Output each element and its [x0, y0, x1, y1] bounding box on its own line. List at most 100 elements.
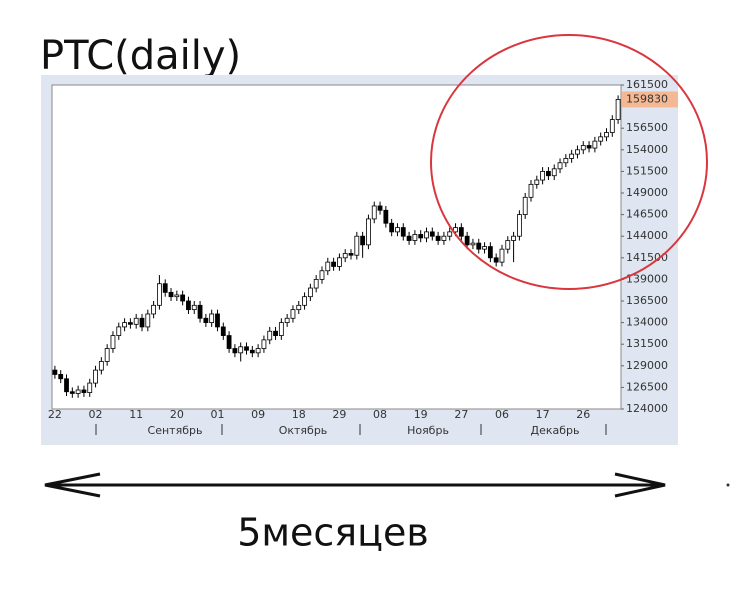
- candle-body: [482, 246, 487, 250]
- arrow-head: [44, 472, 101, 498]
- candle-body: [604, 132, 609, 138]
- candle-body: [122, 322, 127, 328]
- y-tick-label: 149000: [626, 186, 668, 199]
- last-price-box: [622, 91, 678, 108]
- candle-body: [278, 322, 284, 336]
- y-tick-label: 126500: [626, 380, 668, 393]
- candle-body: [255, 348, 261, 354]
- candle-body: [319, 270, 325, 280]
- candle-body: [557, 162, 563, 170]
- y-tick-label: 124000: [626, 402, 668, 415]
- y-tick-label: 131500: [626, 337, 668, 350]
- y-tick-label: 136500: [626, 294, 668, 307]
- candle-body: [505, 240, 511, 250]
- annotation: 5месяцев: [237, 511, 429, 555]
- last-price-label: 159830: [626, 92, 668, 105]
- month-label: Декабрь: [531, 424, 580, 437]
- candle-body: [609, 119, 615, 133]
- candle-body: [151, 304, 157, 315]
- candle-body: [580, 145, 586, 151]
- candle-body: [493, 257, 499, 263]
- month-label: Ноябрь: [407, 424, 449, 437]
- candle-body: [215, 313, 220, 328]
- x-tick-label: 19: [414, 408, 428, 421]
- candle-body: [313, 278, 319, 289]
- candle-body: [296, 304, 302, 311]
- candle-body: [476, 242, 482, 250]
- candle-body: [104, 348, 110, 362]
- candle-body: [52, 369, 58, 375]
- candle-body: [418, 234, 424, 239]
- candle-body: [516, 214, 522, 237]
- candle-body: [145, 313, 151, 328]
- candle-body: [470, 242, 476, 246]
- x-tick-label: 11: [129, 408, 143, 421]
- y-tick-label: 156500: [626, 121, 668, 134]
- y-tick-label: 151500: [626, 164, 668, 177]
- candle-body: [180, 294, 186, 302]
- candle-body: [267, 330, 273, 341]
- candle-body: [110, 335, 116, 349]
- dot: [726, 483, 730, 487]
- y-tick-label: 139000: [626, 272, 668, 285]
- x-tick-label: 26: [576, 408, 590, 421]
- candle-body: [400, 227, 406, 237]
- candle-body: [586, 145, 592, 149]
- candle-body: [377, 205, 383, 211]
- candle-body: [453, 227, 458, 233]
- y-tick-label: 161500: [626, 78, 668, 91]
- candle-body: [464, 235, 470, 246]
- candle-body: [232, 348, 238, 354]
- plot-area: [51, 84, 622, 410]
- candles: [52, 95, 621, 398]
- candle-body: [511, 235, 516, 241]
- candle-body: [522, 196, 528, 216]
- candle-body: [191, 304, 197, 311]
- y-tick-label: 129000: [626, 359, 668, 372]
- period-arrow: [44, 472, 666, 498]
- candle-body: [499, 248, 505, 263]
- candle-body: [133, 317, 139, 325]
- candle-body: [540, 170, 546, 181]
- candle-body: [406, 235, 412, 241]
- candle-body: [93, 369, 98, 384]
- candle-body: [307, 287, 313, 298]
- candle-body: [87, 382, 93, 393]
- candle-body: [226, 335, 232, 349]
- candle-body: [220, 326, 226, 336]
- month-labels: Сентябрь Октябрь Ноябрь Декабрь: [148, 424, 580, 437]
- candle-body: [337, 257, 342, 267]
- candle-body: [197, 304, 203, 319]
- candle-body: [75, 389, 81, 394]
- candle-body: [325, 261, 331, 272]
- candle-body: [174, 294, 180, 298]
- candle-body: [342, 253, 348, 259]
- candle-body: [371, 205, 377, 220]
- candle-body: [284, 317, 290, 323]
- y-tick-label: 154000: [626, 143, 668, 156]
- candle-body: [64, 378, 69, 393]
- candle-body: [598, 136, 604, 142]
- candle-body: [435, 235, 441, 241]
- candle-body: [261, 339, 267, 349]
- y-tick-label: 144000: [626, 229, 668, 242]
- candle-body: [551, 168, 557, 177]
- x-tick-label: 27: [454, 408, 468, 421]
- x-tick-label: 02: [89, 408, 103, 421]
- candle-body: [354, 235, 360, 256]
- candle-body: [592, 140, 598, 149]
- x-tick-label: 29: [332, 408, 346, 421]
- month-label: Сентябрь: [148, 424, 203, 437]
- candle-body: [127, 322, 133, 325]
- candle-body: [209, 313, 215, 323]
- candle-body: [186, 300, 191, 311]
- month-separators: [95, 424, 607, 435]
- candle-body: [273, 330, 278, 336]
- candle-body: [441, 235, 447, 241]
- candle-body: [168, 291, 174, 298]
- x-tick-label: 22: [48, 408, 62, 421]
- candle-body: [546, 170, 551, 177]
- y-tick-label: 134000: [626, 316, 668, 329]
- candle-body: [447, 231, 453, 237]
